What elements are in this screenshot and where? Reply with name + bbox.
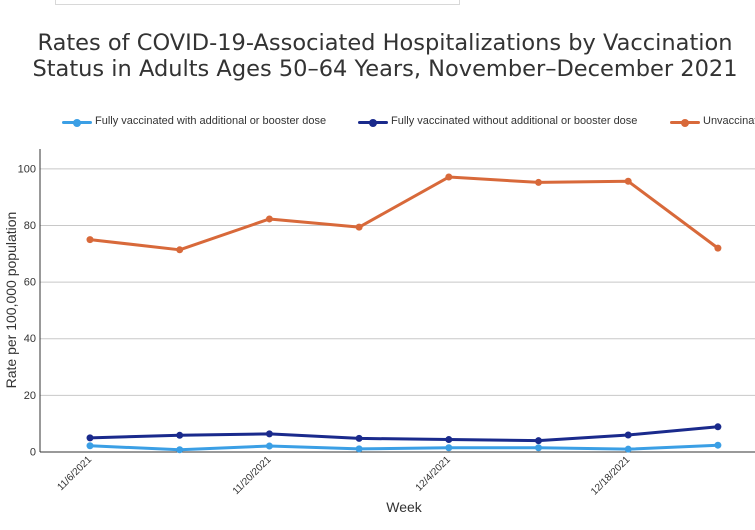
legend-label: Fully vaccinated with additional or boos… (95, 115, 327, 127)
data-point-unvaccinated-2[interactable] (265, 215, 273, 223)
legend-marker (73, 118, 81, 127)
y-tick-label-20: 20 (24, 390, 36, 402)
data-point-fully-vaccinated-without-additional-or-booster-dose-4[interactable] (445, 436, 453, 444)
x-tick-label-11-6-2021: 11/6/2021 (55, 454, 94, 493)
data-point-fully-vaccinated-with-additional-or-booster-dose-5[interactable] (535, 444, 542, 452)
data-point-unvaccinated-4[interactable] (445, 173, 453, 181)
data-point-fully-vaccinated-with-additional-or-booster-dose-3[interactable] (355, 445, 363, 453)
series-line-fully-vaccinated-with-additional-or-booster-dose (88, 443, 720, 452)
data-point-unvaccinated-1[interactable] (176, 246, 184, 254)
x-tick-label-11-20-2021: 11/20/2021 (231, 454, 274, 497)
y-axis-label: Rate per 100,000 population (3, 211, 19, 389)
x-tick-label-12-18-2021: 12/18/2021 (589, 454, 632, 497)
data-point-fully-vaccinated-without-additional-or-booster-dose-6[interactable] (624, 431, 632, 439)
data-point-fully-vaccinated-without-additional-or-booster-dose-0[interactable] (86, 434, 94, 442)
chart-legend: Fully vaccinated with additional or boos… (0, 112, 755, 134)
data-point-fully-vaccinated-without-additional-or-booster-dose-3[interactable] (355, 434, 363, 442)
data-point-fully-vaccinated-without-additional-or-booster-dose-1[interactable] (176, 431, 184, 439)
y-tick-label-60: 60 (24, 277, 36, 289)
data-point-unvaccinated-5[interactable] (535, 178, 542, 186)
y-tick-label-40: 40 (24, 333, 36, 345)
data-point-unvaccinated-7[interactable] (714, 244, 722, 252)
y-tick-label-100: 100 (18, 163, 36, 175)
data-point-fully-vaccinated-with-additional-or-booster-dose-6[interactable] (624, 445, 632, 453)
data-point-unvaccinated-6[interactable] (624, 177, 632, 185)
x-tick-label-12-4-2021: 12/4/2021 (414, 454, 454, 494)
series-line-fully-vaccinated-without-additional-or-booster-dose (88, 425, 720, 443)
data-point-fully-vaccinated-without-additional-or-booster-dose-5[interactable] (535, 437, 542, 445)
data-point-unvaccinated-0[interactable] (86, 236, 94, 244)
legend-marker (681, 118, 689, 127)
data-point-fully-vaccinated-with-additional-or-booster-dose-1[interactable] (176, 446, 184, 454)
legend-label: Fully vaccinated without additional or b… (391, 115, 638, 127)
top-input-strip (55, 0, 460, 5)
data-point-fully-vaccinated-without-additional-or-booster-dose-2[interactable] (265, 430, 273, 438)
x-axis-label: Week (386, 499, 422, 515)
y-tick-label-0: 0 (30, 447, 36, 459)
chart-title-line-2: Status in Adults Ages 50–64 Years, Novem… (32, 56, 738, 82)
legend-marker (369, 118, 377, 127)
chart-title: Rates of COVID-19-Associated Hospitaliza… (0, 30, 755, 82)
chart-title-line-1: Rates of COVID-19-Associated Hospitaliza… (37, 30, 733, 56)
y-tick-label-80: 80 (24, 220, 36, 232)
data-point-fully-vaccinated-with-additional-or-booster-dose-4[interactable] (445, 444, 453, 452)
data-point-fully-vaccinated-without-additional-or-booster-dose-7[interactable] (714, 423, 722, 431)
data-point-fully-vaccinated-with-additional-or-booster-dose-2[interactable] (265, 442, 273, 450)
series-line-unvaccinated (88, 175, 720, 252)
data-point-unvaccinated-3[interactable] (355, 223, 363, 231)
data-point-fully-vaccinated-with-additional-or-booster-dose-0[interactable] (86, 442, 94, 450)
data-point-fully-vaccinated-with-additional-or-booster-dose-7[interactable] (714, 441, 722, 449)
legend-label: Unvaccinated (703, 115, 755, 127)
